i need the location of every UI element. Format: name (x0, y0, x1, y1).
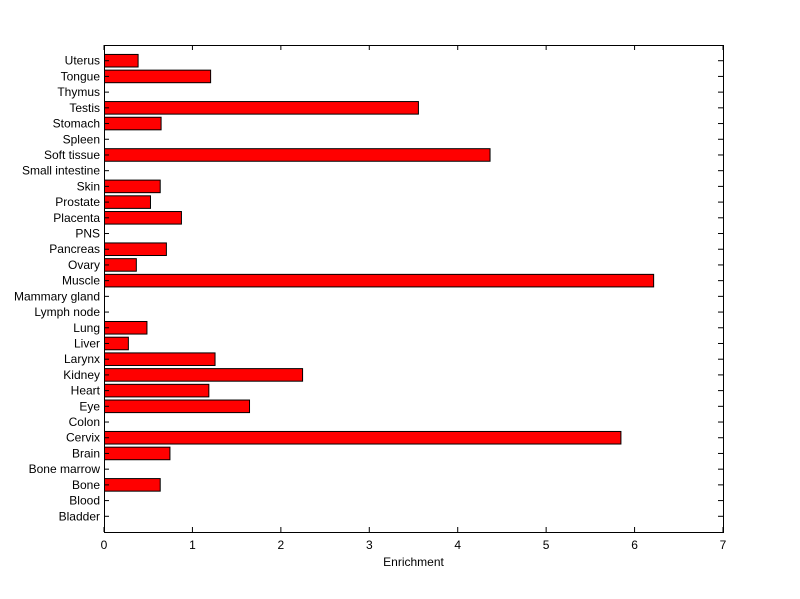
y-tick-label: Lung (73, 321, 100, 335)
bar-stomach (104, 116, 162, 131)
bar-pancreas (104, 242, 167, 257)
bar-uterus (104, 53, 139, 68)
y-tick-label: Bone marrow (29, 462, 101, 476)
bar-placenta (104, 211, 182, 225)
bar-skin (104, 179, 161, 194)
bar-larynx (104, 352, 216, 366)
ticks-group (103, 45, 724, 532)
x-tick-label: 3 (366, 538, 373, 552)
bar-cervix (104, 430, 622, 445)
x-tick-label: 2 (278, 538, 285, 552)
y-tick-label: Eye (79, 399, 100, 413)
bars-group (104, 53, 655, 492)
bar-muscle (104, 273, 655, 288)
bar-prostate (104, 195, 151, 209)
bar-heart (104, 383, 210, 398)
y-tick-label: Liver (74, 336, 100, 350)
bar-bone (104, 478, 161, 492)
x-tick-label: 1 (189, 538, 196, 552)
bar-ovary (104, 258, 137, 272)
y-tick-label: Heart (71, 384, 101, 398)
y-tick-label: Bladder (59, 509, 100, 523)
y-tick-label: Tongue (61, 69, 101, 83)
bar-testis (104, 101, 419, 115)
y-tick-label: Mammary gland (14, 289, 100, 303)
y-tick-label: Thymus (57, 85, 100, 99)
y-tick-label: Larynx (64, 352, 100, 366)
x-tick-label: 6 (631, 538, 638, 552)
plot-frame (104, 45, 724, 533)
y-tick-label: Testis (69, 101, 100, 115)
y-tick-label: Prostate (55, 195, 100, 209)
x-tick-label: 7 (720, 538, 727, 552)
bar-soft-tissue (104, 148, 491, 162)
y-tick-label: Skin (77, 179, 100, 193)
y-tick-label: Bone (72, 478, 100, 492)
y-tick-label: Lymph node (34, 305, 100, 319)
bar-kidney (104, 368, 304, 382)
y-tick-label: Kidney (63, 368, 100, 382)
y-tick-label: Blood (69, 494, 100, 508)
y-tick-label: Stomach (53, 117, 100, 131)
x-tick-label: 5 (543, 538, 550, 552)
bar-lung (104, 320, 148, 335)
y-tick-label: Soft tissue (44, 148, 100, 162)
y-tick-label: Placenta (53, 211, 100, 225)
bar-brain (104, 446, 171, 461)
y-tick-label: Colon (69, 415, 100, 429)
y-tick-label: Brain (72, 446, 100, 460)
y-tick-label: Ovary (68, 258, 100, 272)
y-tick-label: Spleen (63, 132, 100, 146)
y-tick-label: Cervix (66, 431, 100, 445)
x-tick-label: 0 (101, 538, 108, 552)
x-tick-labels: 0 1 2 3 4 5 6 7 (101, 538, 727, 552)
y-tick-label: Uterus (65, 54, 100, 68)
bar-eye (104, 399, 251, 414)
y-tick-label: Pancreas (49, 242, 100, 256)
x-axis-label: Enrichment (383, 555, 444, 569)
bar-tongue (104, 69, 212, 84)
y-tick-label: Muscle (62, 274, 100, 288)
y-tick-label: PNS (75, 227, 100, 241)
y-tick-label: Small intestine (22, 164, 100, 178)
x-tick-label: 4 (454, 538, 461, 552)
